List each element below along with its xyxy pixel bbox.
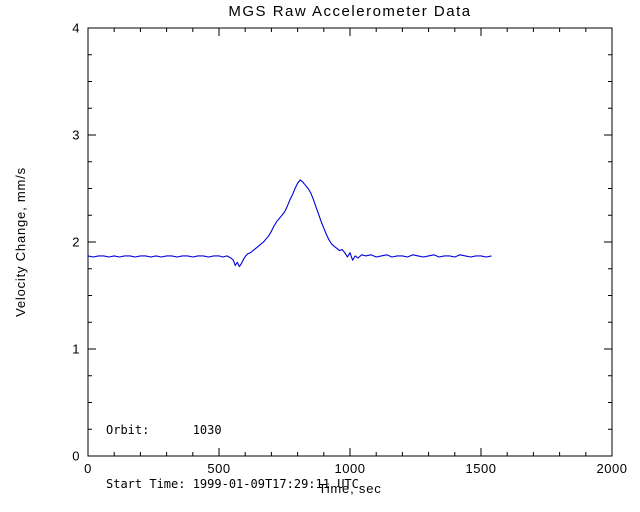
y-axis-label: Velocity Change, mm/s [13,167,28,317]
tick-label: 2 [72,235,80,250]
orbit-annotation: Orbit: 1030 [106,423,222,437]
chart-title: MGS Raw Accelerometer Data [228,3,471,20]
tick-label: 2000 [597,461,628,476]
tick-label: 0 [84,461,92,476]
tick-label: 1000 [335,461,366,476]
axis-ticks [87,27,613,457]
start-time-annotation: Start Time: 1999-01-09T17:29:11 UTC [106,477,359,491]
tick-label: 3 [72,128,80,143]
axis-tick-labels: 0 500 1000 1500 2000 0 1 2 3 4 [72,21,627,477]
tick-label: 4 [72,21,80,36]
tick-label: 1500 [466,461,497,476]
annotation-block: Orbit: 1030 Start Time: 1999-01-09T17:29… [106,385,359,512]
tick-label: 1 [72,342,80,357]
tick-label: 0 [72,449,80,464]
velocity-data-line [87,179,492,268]
x-axis-label: Time, sec [318,481,381,496]
tick-label: 500 [207,461,230,476]
